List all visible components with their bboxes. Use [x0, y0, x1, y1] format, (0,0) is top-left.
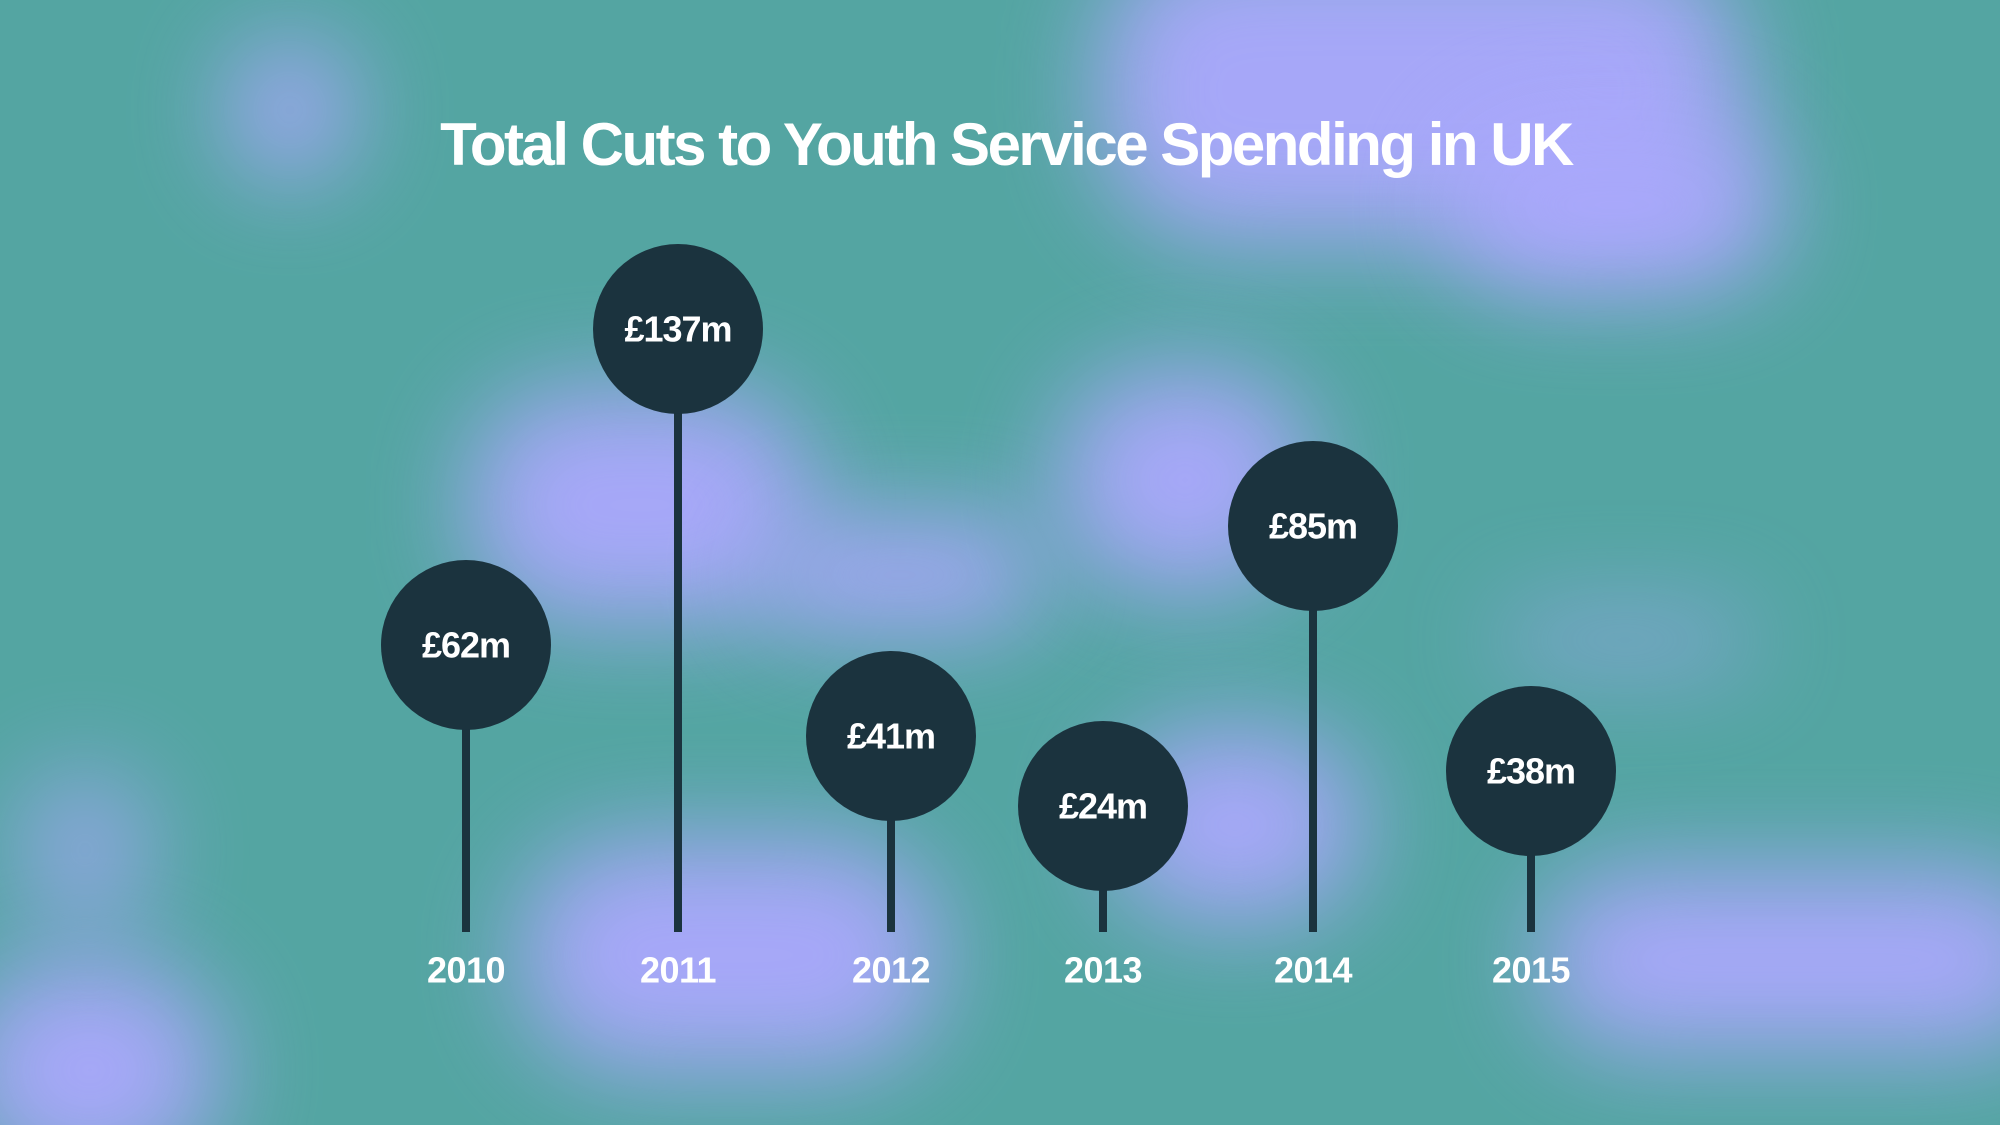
background-blob — [20, 770, 150, 930]
data-label: £85m — [1269, 506, 1357, 547]
data-label: £137m — [624, 309, 731, 350]
lollipop-head — [1018, 721, 1188, 891]
background-blob — [520, 840, 940, 1070]
lollipop-head — [593, 244, 763, 414]
x-tick-label: 2013 — [1064, 950, 1142, 991]
data-label: £38m — [1487, 751, 1575, 792]
background-blob — [760, 520, 1040, 630]
background-blob — [230, 40, 350, 180]
background-blob — [470, 390, 810, 620]
background-blob — [1450, 120, 1780, 290]
data-label: £24m — [1059, 786, 1147, 827]
data-label: £41m — [847, 716, 935, 757]
lollipop-head — [381, 560, 551, 730]
x-tick-label: 2015 — [1492, 950, 1571, 991]
x-tick-label: 2012 — [852, 950, 930, 991]
lollipop-head — [806, 651, 976, 821]
background-blob — [1540, 870, 2000, 1050]
chart-title: Total Cuts to Youth Service Spending in … — [440, 111, 1574, 178]
x-tick-label: 2010 — [427, 950, 505, 991]
x-tick-label: 2014 — [1274, 950, 1353, 991]
background-blob — [1500, 610, 1750, 670]
background-blob — [0, 960, 220, 1125]
data-label: £62m — [422, 625, 510, 666]
lollipop-head — [1228, 441, 1398, 611]
lollipop-head — [1446, 686, 1616, 856]
x-tick-label: 2011 — [640, 950, 717, 991]
